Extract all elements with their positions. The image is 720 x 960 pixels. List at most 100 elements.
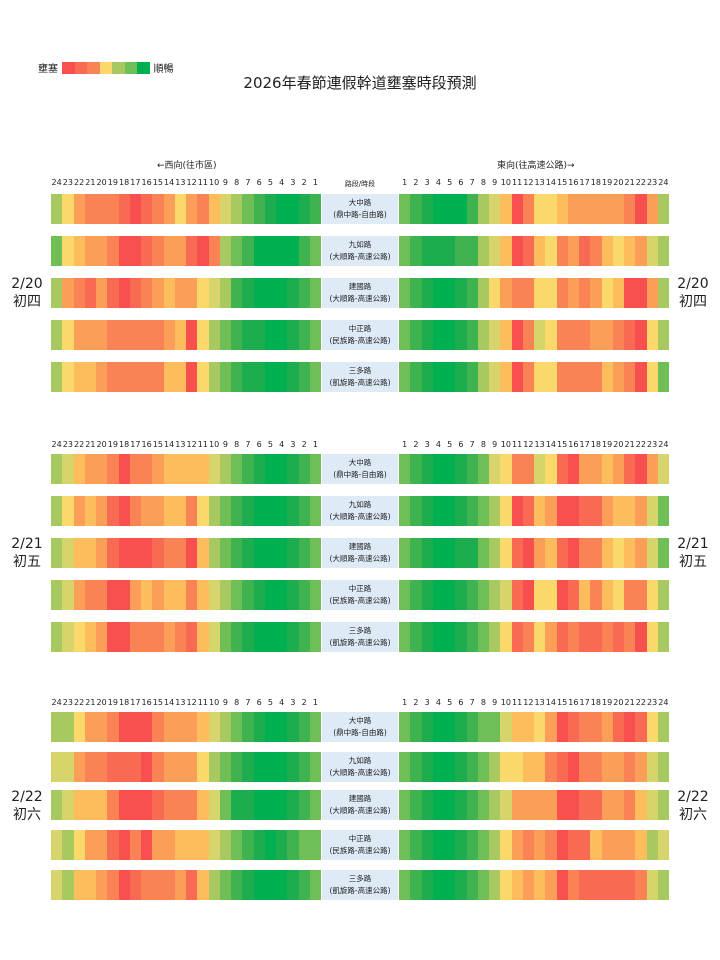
legend-right-label: 順暢: [153, 64, 174, 75]
heat-cell: [477, 362, 489, 392]
heat-cell: [612, 712, 624, 742]
heat-cell: [489, 362, 501, 392]
heat-cell: [219, 236, 231, 266]
hour-tick: 2: [413, 178, 419, 187]
heat-cell: [73, 790, 85, 820]
heat-cell: [118, 580, 130, 610]
road-segment: (大順路-高速公路): [329, 252, 391, 261]
hour-tick: 14: [164, 178, 175, 187]
heat-cell: [522, 454, 534, 484]
legend-swatch: [99, 61, 112, 74]
heat-cell: [466, 830, 478, 860]
heat-cell: [51, 752, 63, 782]
heat-cell: [276, 830, 288, 860]
heat-cell: [444, 830, 456, 860]
heat-cell: [242, 236, 254, 266]
heat-cell: [231, 278, 243, 308]
hour-tick: 14: [545, 440, 556, 449]
heat-cell: [466, 790, 478, 820]
heat-cell: [455, 712, 467, 742]
heat-cell: [624, 790, 636, 820]
heat-cell: [579, 752, 591, 782]
heat-cell: [489, 278, 501, 308]
heat-cell: [62, 320, 74, 350]
heat-cell: [208, 362, 220, 392]
heat-cell: [657, 278, 669, 308]
heat-cell: [455, 278, 467, 308]
heat-cell: [500, 712, 512, 742]
heat-cell: [298, 538, 310, 568]
hour-tick: 13: [534, 698, 545, 707]
heat-cell: [253, 278, 265, 308]
heat-cell: [455, 622, 467, 652]
heat-cell: [500, 320, 512, 350]
lunar-date: 初五: [13, 554, 41, 570]
heat-cell: [421, 830, 433, 860]
heat-cell: [287, 496, 299, 526]
heat-cell: [579, 830, 591, 860]
heat-cell: [174, 454, 186, 484]
heat-cell: [477, 790, 489, 820]
heat-cell: [186, 278, 198, 308]
heat-cell: [601, 320, 613, 350]
heat-cell: [264, 538, 276, 568]
heat-cell: [421, 362, 433, 392]
heat-cell: [545, 538, 557, 568]
heat-cell: [579, 236, 591, 266]
heat-cell: [567, 622, 579, 652]
heat-cell: [96, 496, 108, 526]
heat-cell: [298, 236, 310, 266]
lunar-date: 初四: [679, 294, 707, 310]
heat-cell: [264, 362, 276, 392]
legend-swatch: [62, 61, 75, 74]
heat-cell: [522, 830, 534, 860]
west-heat-row: [51, 538, 321, 568]
east-heat-row: [399, 622, 669, 652]
road-name: 大中路: [348, 198, 372, 207]
heat-cell: [309, 538, 321, 568]
heat-cell: [477, 236, 489, 266]
heat-cell: [84, 454, 96, 484]
heat-cell: [567, 538, 579, 568]
heat-cell: [567, 580, 579, 610]
heat-cell: [129, 538, 141, 568]
hour-tick: 21: [624, 440, 635, 449]
heat-cell: [444, 712, 456, 742]
heat-cell: [163, 320, 175, 350]
heat-cell: [118, 752, 130, 782]
heat-cell: [444, 320, 456, 350]
heat-cell: [421, 236, 433, 266]
heat-cell: [73, 752, 85, 782]
road-label: 九如路 (大順路-高速公路): [322, 496, 398, 526]
hour-tick: 21: [624, 698, 635, 707]
heat-cell: [489, 454, 501, 484]
road-label: 三多路 (凱旋路-高速公路): [322, 870, 398, 900]
heat-cell: [590, 870, 602, 900]
hour-tick: 22: [635, 178, 646, 187]
west-heat-row: [51, 870, 321, 900]
heat-cell: [118, 320, 130, 350]
heat-cell: [298, 278, 310, 308]
heat-cell: [579, 538, 591, 568]
heat-cell: [432, 870, 444, 900]
heat-cell: [601, 194, 613, 224]
date: 2/22: [677, 789, 709, 805]
road-segment: (大順路-高速公路): [329, 806, 391, 815]
heat-cell: [264, 790, 276, 820]
hour-tick: 6: [458, 698, 464, 707]
heat-cell: [174, 790, 186, 820]
heat-cell: [73, 712, 85, 742]
hour-tick: 6: [256, 698, 262, 707]
heat-cell: [163, 496, 175, 526]
hour-tick: 20: [613, 698, 624, 707]
heat-cell: [601, 752, 613, 782]
heat-cell: [522, 870, 534, 900]
heat-cell: [298, 712, 310, 742]
heat-cell: [197, 496, 209, 526]
heat-cell: [219, 496, 231, 526]
heat-cell: [579, 278, 591, 308]
heat-cell: [309, 236, 321, 266]
hour-tick: 12: [186, 440, 197, 449]
heat-cell: [107, 362, 119, 392]
heat-cell: [590, 236, 602, 266]
